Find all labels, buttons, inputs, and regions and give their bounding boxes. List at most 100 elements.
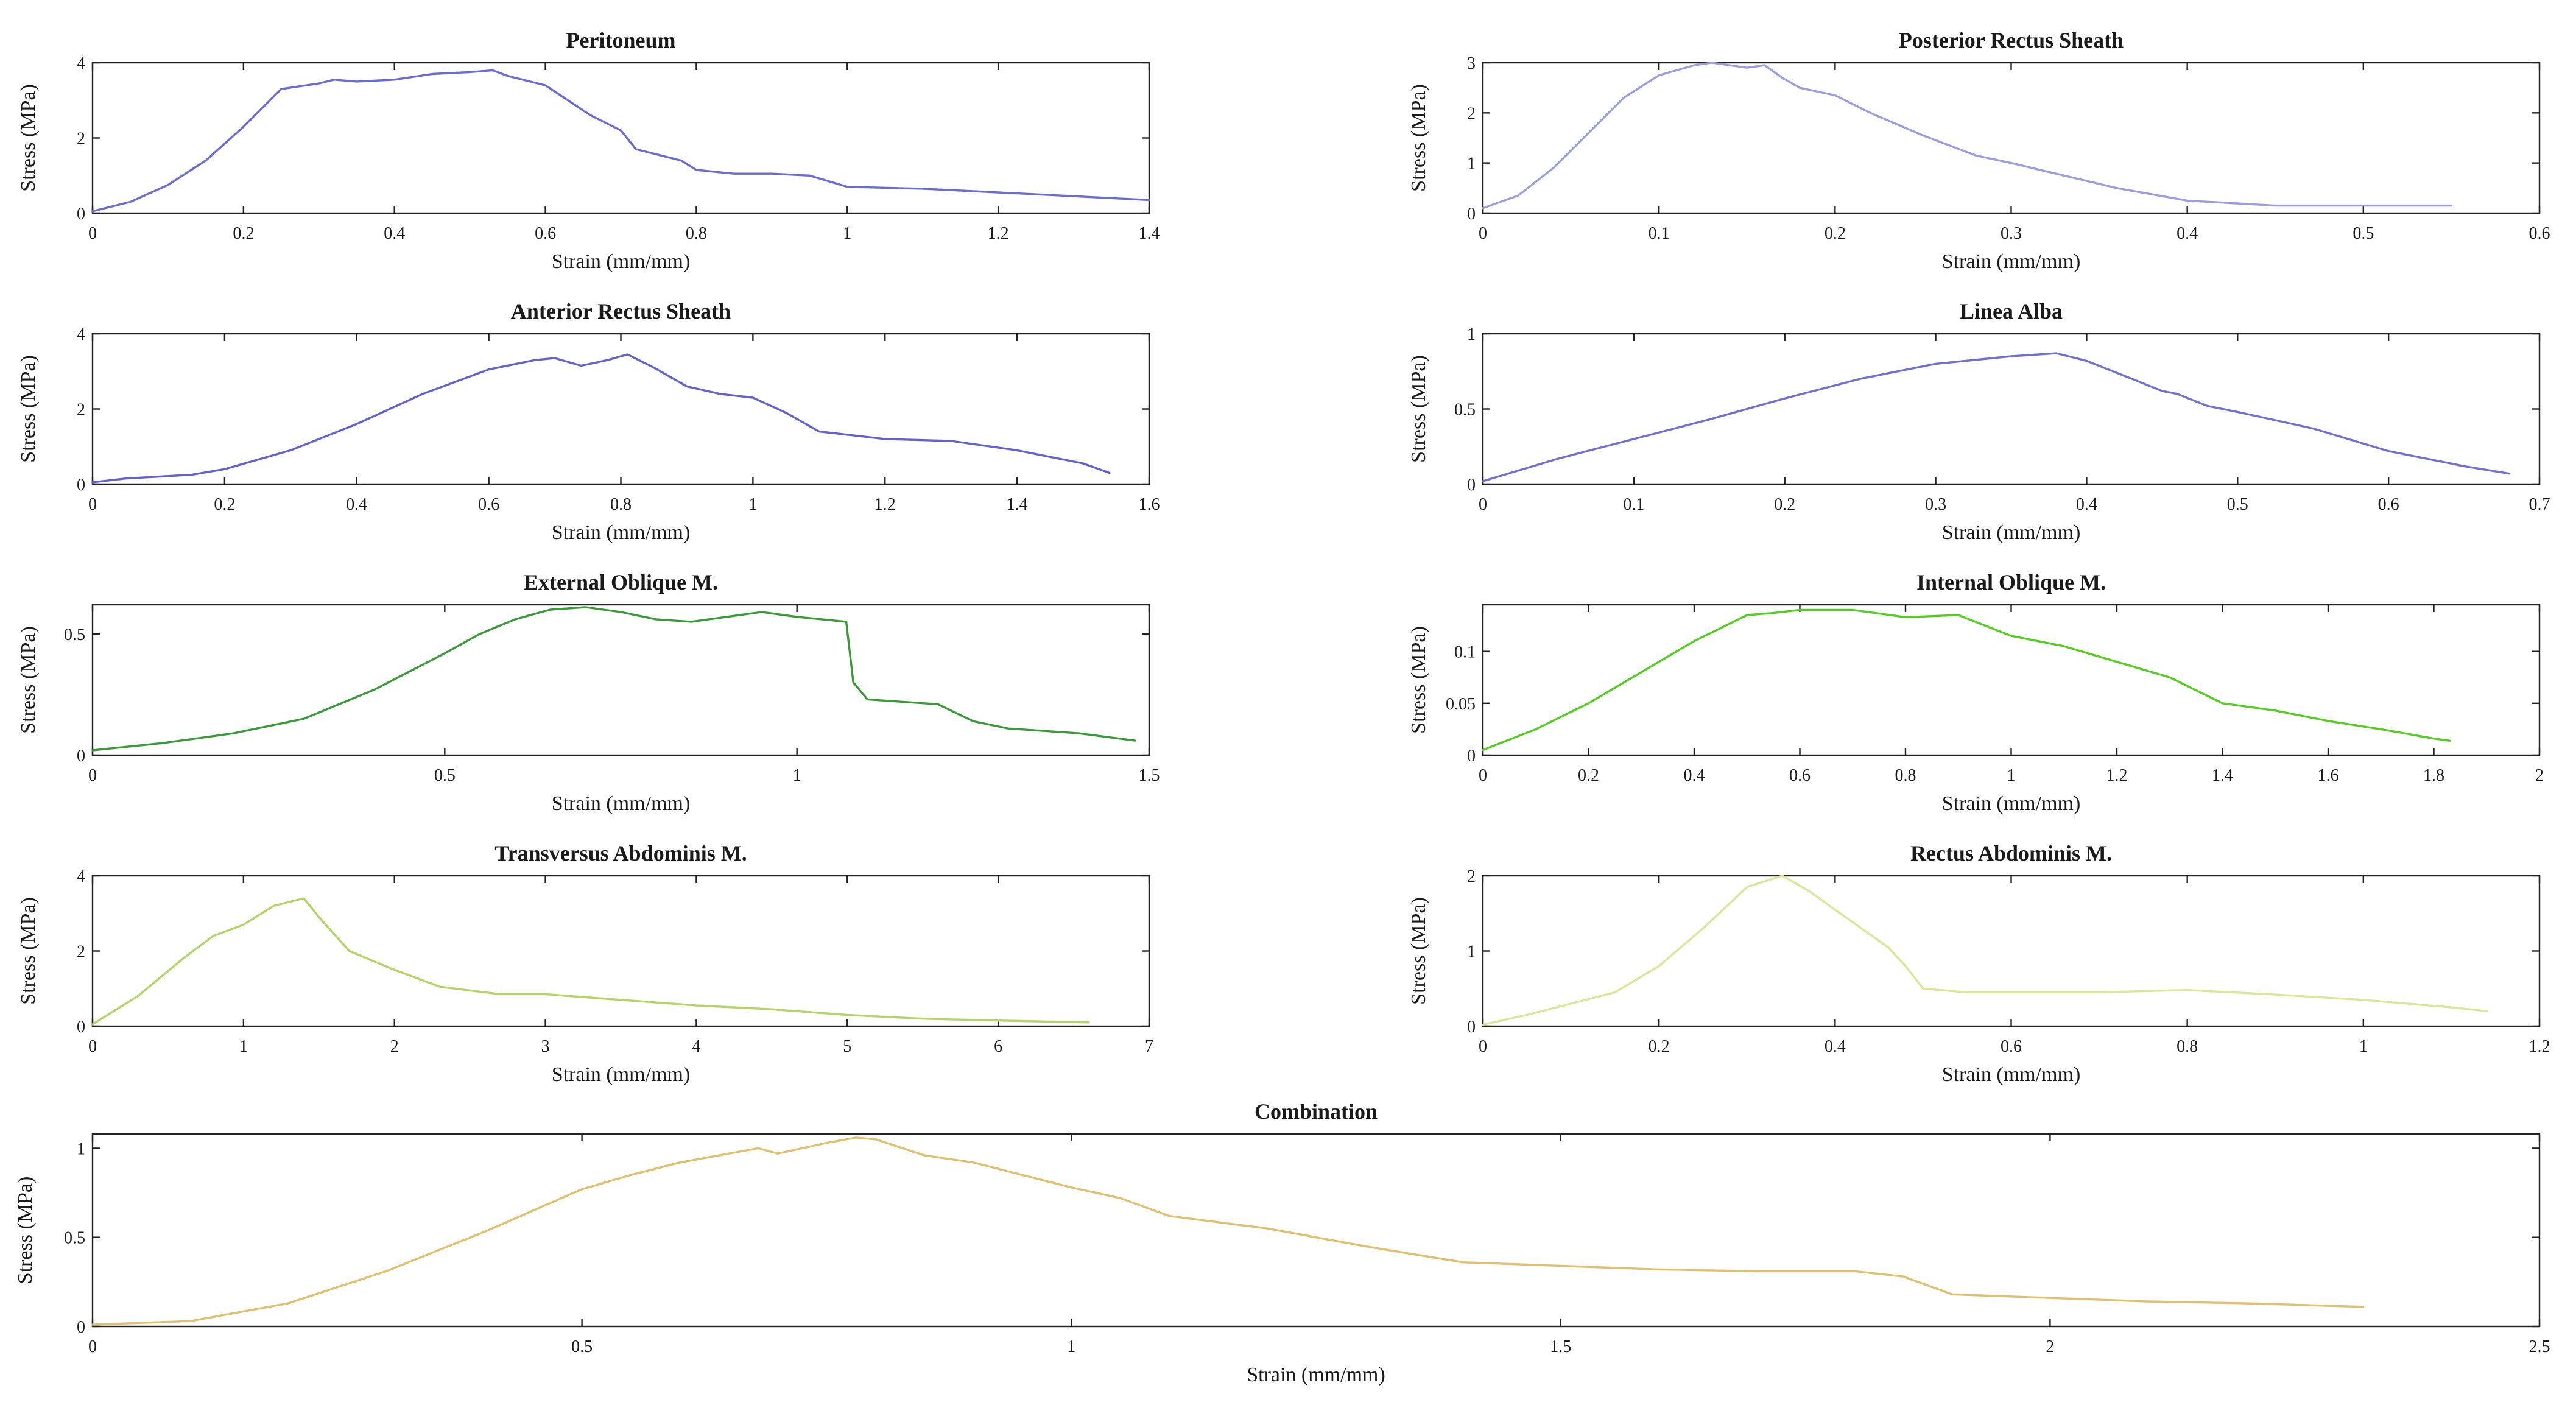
rectus-abdominis-xtick-label: 1 xyxy=(2359,1037,2368,1056)
internal-oblique-xtick-label: 1.4 xyxy=(2212,766,2233,785)
linea-alba-title: Linea Alba xyxy=(1960,299,2063,323)
external-oblique-ytick-label: 0 xyxy=(77,747,85,766)
posterior-rectus-sheath-xtick-label: 0.5 xyxy=(2353,224,2374,243)
combination-xtick-label: 0.5 xyxy=(571,1337,593,1356)
external-oblique-ytick-label: 0.5 xyxy=(64,625,85,644)
internal-oblique-xlabel: Strain (mm/mm) xyxy=(1942,792,2081,815)
combination-axes-frame xyxy=(91,1133,2541,1328)
rectus-abdominis-xlabel: Strain (mm/mm) xyxy=(1942,1063,2081,1086)
posterior-rectus-sheath-xtick-label: 0.3 xyxy=(2001,224,2022,243)
anterior-rectus-sheath-xtick-label: 0.6 xyxy=(478,495,499,514)
rectus-abdominis-ytick-label: 0 xyxy=(1467,1018,1476,1037)
linea-alba-chart: Linea Alba 0 0.1 0.2 0.3 0.4 0.5 0.6 0.7 0 0.5 1 Str… xyxy=(1407,299,2550,544)
anterior-rectus-sheath-ylabel: Stress (MPa) xyxy=(17,355,40,463)
internal-oblique-chart: Internal Oblique M. 0 0.2 0.4 0.6 0.8 1 1.2 1.4 1… xyxy=(1407,570,2544,815)
anterior-rectus-sheath-xtick-label: 1.4 xyxy=(1007,495,1028,514)
rectus-abdominis-xtick-label: 0.2 xyxy=(1649,1037,1670,1056)
peritoneum-xlabel: Strain (mm/mm) xyxy=(552,250,691,273)
transversus-abdominis-xtick-label: 5 xyxy=(843,1037,851,1056)
external-oblique-xlabel: Strain (mm/mm) xyxy=(552,792,691,815)
combination-title: Combination xyxy=(1255,1099,1378,1124)
transversus-abdominis-series-line xyxy=(91,897,1090,1026)
peritoneum-xtick-label: 1.4 xyxy=(1139,224,1160,243)
anterior-rectus-sheath-xtick-label: 1.2 xyxy=(875,495,896,514)
combination-ytick-label: 0.5 xyxy=(64,1229,85,1248)
transversus-abdominis-ytick-label: 0 xyxy=(77,1018,85,1037)
anterior-rectus-sheath-xtick-label: 0.4 xyxy=(346,495,367,514)
internal-oblique-xtick-label: 0.6 xyxy=(1789,766,1811,785)
posterior-rectus-sheath-xtick-label: 0 xyxy=(1479,224,1487,243)
combination-ytick-label: 1 xyxy=(77,1139,85,1158)
combination-xtick-label: 2 xyxy=(2046,1337,2054,1356)
external-oblique-chart: External Oblique M. 0 0.5 1 1.5 0 0.5 Strain (m… xyxy=(17,570,1160,815)
internal-oblique-ylabel: Stress (MPa) xyxy=(1407,626,1430,734)
combination-xtick-label: 2.5 xyxy=(2529,1337,2550,1356)
linea-alba-xtick-label: 0.3 xyxy=(1925,495,1946,514)
rectus-abdominis-title: Rectus Abdominis M. xyxy=(1910,841,2112,865)
peritoneum-xtick-label: 0.4 xyxy=(384,224,405,243)
linea-alba-xtick-label: 0.1 xyxy=(1623,495,1644,514)
rectus-abdominis-xtick-label: 0.6 xyxy=(2001,1037,2022,1056)
peritoneum-chart: Peritoneum 0 0.2 0.4 0.6 0.8 1 1.2 1.4 0 2 4 Strain … xyxy=(17,28,1160,273)
transversus-abdominis-xtick-label: 0 xyxy=(88,1037,97,1056)
linea-alba-ytick-label: 0 xyxy=(1467,476,1476,495)
rectus-abdominis-ytick-label: 1 xyxy=(1467,943,1476,962)
linea-alba-series-line xyxy=(1482,352,2511,482)
combination-ylabel: Stress (MPa) xyxy=(14,1177,37,1284)
internal-oblique-xtick-label: 0.4 xyxy=(1684,766,1705,785)
anterior-rectus-sheath-chart: Anterior Rectus Sheath 0 0.2 0.4 0.6 0.8 1 1.2 1… xyxy=(17,299,1160,544)
peritoneum-xtick-label: 1.2 xyxy=(988,224,1009,243)
internal-oblique-xtick-label: 1.2 xyxy=(2106,766,2128,785)
combination-xtick-label: 1.5 xyxy=(1550,1337,1571,1356)
posterior-rectus-sheath-ytick-label: 3 xyxy=(1467,54,1476,73)
internal-oblique-xtick-label: 0.2 xyxy=(1578,766,1599,785)
internal-oblique-ytick-label: 0.05 xyxy=(1446,695,1476,714)
linea-alba-xtick-label: 0.6 xyxy=(2378,495,2399,514)
transversus-abdominis-xtick-label: 4 xyxy=(692,1037,700,1056)
rectus-abdominis-ytick-label: 2 xyxy=(1467,867,1476,886)
anterior-rectus-sheath-ytick-label: 4 xyxy=(77,325,85,344)
transversus-abdominis-xtick-label: 6 xyxy=(994,1037,1002,1056)
transversus-abdominis-xtick-label: 2 xyxy=(390,1037,399,1056)
posterior-rectus-sheath-xtick-label: 0.4 xyxy=(2177,224,2198,243)
peritoneum-ytick-label: 0 xyxy=(77,205,85,224)
transversus-abdominis-xtick-label: 3 xyxy=(541,1037,550,1056)
combination-chart: Combination 0 0.5 1 1.5 2 2.5 0 0.5 1 Strain (mm/m… xyxy=(14,1099,2550,1386)
combination-series-line xyxy=(91,1136,2365,1326)
linea-alba-xlabel: Strain (mm/mm) xyxy=(1942,521,2081,544)
transversus-abdominis-xtick-label: 7 xyxy=(1145,1037,1153,1056)
posterior-rectus-sheath-xlabel: Strain (mm/mm) xyxy=(1942,250,2081,273)
rectus-abdominis-xtick-label: 0.4 xyxy=(1825,1037,1846,1056)
transversus-abdominis-ylabel: Stress (MPa) xyxy=(17,897,40,1005)
linea-alba-ylabel: Stress (MPa) xyxy=(1407,355,1430,463)
rectus-abdominis-xtick-label: 0 xyxy=(1479,1037,1487,1056)
anterior-rectus-sheath-title: Anterior Rectus Sheath xyxy=(511,299,731,323)
peritoneum-xtick-label: 0.8 xyxy=(686,224,707,243)
anterior-rectus-sheath-ytick-label: 0 xyxy=(77,476,85,495)
external-oblique-xtick-label: 1.5 xyxy=(1139,766,1160,785)
peritoneum-xtick-label: 0 xyxy=(88,224,97,243)
rectus-abdominis-axes-frame xyxy=(1482,875,2541,1027)
rectus-abdominis-ylabel: Stress (MPa) xyxy=(1407,897,1430,1005)
transversus-abdominis-axes-frame xyxy=(91,875,1150,1027)
internal-oblique-axes-frame xyxy=(1482,604,2541,756)
anterior-rectus-sheath-xtick-label: 0.2 xyxy=(214,495,235,514)
peritoneum-axes-frame xyxy=(91,62,1150,214)
internal-oblique-series-line xyxy=(1482,608,2451,752)
internal-oblique-title: Internal Oblique M. xyxy=(1916,570,2106,594)
combination-xlabel: Strain (mm/mm) xyxy=(1247,1364,1385,1386)
peritoneum-ytick-label: 2 xyxy=(77,130,85,149)
linea-alba-ytick-label: 0.5 xyxy=(1454,401,1476,420)
posterior-rectus-sheath-xtick-label: 0.6 xyxy=(2529,224,2550,243)
linea-alba-xtick-label: 0.4 xyxy=(2076,495,2097,514)
anterior-rectus-sheath-xtick-label: 1.6 xyxy=(1139,495,1160,514)
combination-ytick-label: 0 xyxy=(77,1318,85,1337)
combination-xtick-label: 1 xyxy=(1067,1337,1075,1356)
transversus-abdominis-title: Transversus Abdominis M. xyxy=(494,841,747,865)
internal-oblique-xtick-label: 2 xyxy=(2535,766,2544,785)
external-oblique-xtick-label: 0 xyxy=(88,766,97,785)
rectus-abdominis-series-line xyxy=(1482,875,2488,1026)
peritoneum-xtick-label: 0.6 xyxy=(535,224,556,243)
internal-oblique-xtick-label: 1.6 xyxy=(2318,766,2339,785)
